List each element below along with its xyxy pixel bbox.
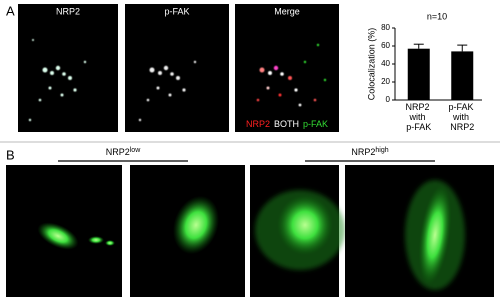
- group-sup: low: [130, 147, 141, 154]
- micrograph: [345, 165, 494, 297]
- panel-label: A: [6, 3, 15, 18]
- legend-entry: BOTH: [274, 119, 299, 129]
- annotation: n=10: [427, 11, 447, 21]
- y-tick-label: 60: [381, 41, 390, 50]
- y-tick-label: 20: [381, 77, 390, 86]
- bar: [451, 51, 474, 100]
- micrograph: NRP2: [18, 4, 118, 132]
- micrograph: p-FAK: [125, 4, 229, 132]
- image-title: Merge: [274, 6, 300, 16]
- image-title: NRP2: [56, 6, 80, 16]
- y-tick-label: 0: [386, 95, 391, 104]
- x-tick-label: p-FAK with NRP2: [448, 102, 476, 132]
- bar: [407, 48, 430, 100]
- legend-entry: p-FAK: [303, 119, 328, 129]
- group-sup: high: [375, 147, 388, 154]
- group-name: NRP2: [106, 147, 130, 157]
- micrograph: [130, 165, 245, 297]
- error-bar: [457, 44, 468, 52]
- legend-entry: NRP2: [246, 119, 270, 129]
- panel-label: B: [6, 147, 15, 162]
- y-axis-label: Colocalization (%): [366, 28, 376, 101]
- group-label: NRP2high: [351, 147, 388, 158]
- y-tick-label: 40: [381, 59, 390, 68]
- image-title: p-FAK: [164, 6, 189, 16]
- micrograph: [250, 165, 345, 297]
- group-name: NRP2: [351, 147, 375, 157]
- group-label: NRP2low: [106, 147, 141, 158]
- micrograph: [6, 165, 122, 297]
- x-tick-label: NRP2 with p-FAK: [405, 102, 432, 132]
- error-bar: [413, 43, 424, 49]
- merge-legend: NRP2 BOTH p-FAK: [246, 119, 328, 129]
- y-tick-label: 80: [381, 23, 390, 32]
- micrograph: Merge: [235, 4, 339, 132]
